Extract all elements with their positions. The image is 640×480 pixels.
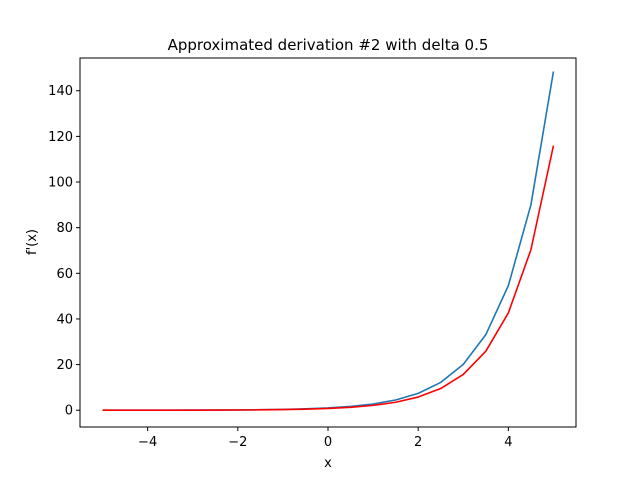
x-tick-label: 4 xyxy=(504,435,512,450)
y-tick-label: 120 xyxy=(48,130,73,145)
x-axis: −4 −2 0 2 4 xyxy=(138,427,513,450)
x-axis-label: x xyxy=(324,456,332,471)
chart-title: Approximated derivation #2 with delta 0.… xyxy=(168,36,489,54)
plot-frame xyxy=(79,57,577,428)
y-tick-label: 80 xyxy=(56,221,73,236)
y-tick-label: 60 xyxy=(56,267,73,282)
plot-area xyxy=(102,71,555,412)
x-tick-label: −4 xyxy=(138,435,157,450)
series-line-1 xyxy=(102,71,555,412)
series-line-2 xyxy=(102,145,555,412)
y-tick-label: 100 xyxy=(48,176,73,191)
y-tick-label: 20 xyxy=(56,358,73,373)
y-axis-label: f'(x) xyxy=(25,229,40,255)
y-tick-label: 40 xyxy=(56,312,73,327)
y-tick-label: 0 xyxy=(65,404,73,419)
x-tick-label: 0 xyxy=(324,435,332,450)
y-tick-label: 140 xyxy=(48,84,73,99)
y-axis: 0 20 40 60 80 100 120 140 xyxy=(48,84,80,419)
x-tick-label: 2 xyxy=(414,435,422,450)
x-tick-label: −2 xyxy=(228,435,247,450)
